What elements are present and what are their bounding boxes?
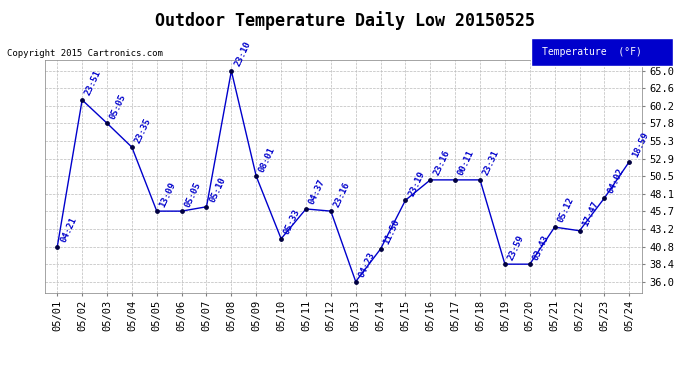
Point (226, 68, 237, 74)
Point (500, 261, 511, 267)
Point (574, 228, 585, 234)
Text: 05:05: 05:05 (108, 92, 128, 120)
Point (52, 244, 63, 250)
Text: 13:09: 13:09 (158, 180, 177, 209)
Point (201, 204, 212, 210)
Point (250, 173, 262, 179)
Text: 23:35: 23:35 (133, 116, 152, 144)
Text: 23:51: 23:51 (83, 69, 103, 97)
Text: 11:50: 11:50 (382, 218, 402, 246)
Point (549, 224, 560, 230)
Point (599, 195, 610, 201)
Point (524, 261, 535, 267)
Text: 23:19: 23:19 (407, 169, 426, 198)
Text: 23:31: 23:31 (482, 149, 501, 177)
Point (400, 197, 411, 203)
Text: 04:37: 04:37 (307, 178, 327, 206)
Text: 18:59: 18:59 (631, 131, 650, 159)
Text: 04:23: 04:23 (357, 251, 377, 279)
Point (450, 177, 461, 183)
Point (351, 279, 362, 285)
Point (77, 97, 88, 103)
Point (624, 159, 635, 165)
Text: 23:59: 23:59 (506, 233, 526, 261)
Text: Outdoor Temperature Daily Low 20150525: Outdoor Temperature Daily Low 20150525 (155, 11, 535, 30)
Text: 04:21: 04:21 (59, 216, 78, 244)
Point (151, 208, 162, 214)
Point (375, 246, 386, 252)
Text: 05:05: 05:05 (183, 180, 203, 209)
Text: 23:16: 23:16 (432, 149, 451, 177)
Point (176, 208, 187, 214)
Text: 08:01: 08:01 (257, 145, 277, 174)
Point (475, 177, 486, 183)
Point (126, 144, 137, 150)
Point (275, 236, 286, 242)
Text: 23:10: 23:10 (233, 40, 253, 68)
Point (325, 208, 336, 214)
Text: 05:12: 05:12 (556, 196, 575, 224)
Text: 05:33: 05:33 (282, 208, 302, 236)
Point (101, 120, 112, 126)
Point (425, 177, 436, 183)
Text: 04:02: 04:02 (606, 167, 625, 195)
Text: 00:11: 00:11 (457, 149, 476, 177)
Text: 17:47: 17:47 (581, 200, 600, 228)
Text: 23:16: 23:16 (332, 180, 352, 209)
Text: Temperature  (°F): Temperature (°F) (542, 47, 642, 57)
Text: 05:10: 05:10 (208, 176, 228, 204)
Text: Copyright 2015 Cartronics.com: Copyright 2015 Cartronics.com (7, 49, 163, 58)
Text: 03:43: 03:43 (531, 233, 551, 261)
Point (300, 206, 311, 212)
